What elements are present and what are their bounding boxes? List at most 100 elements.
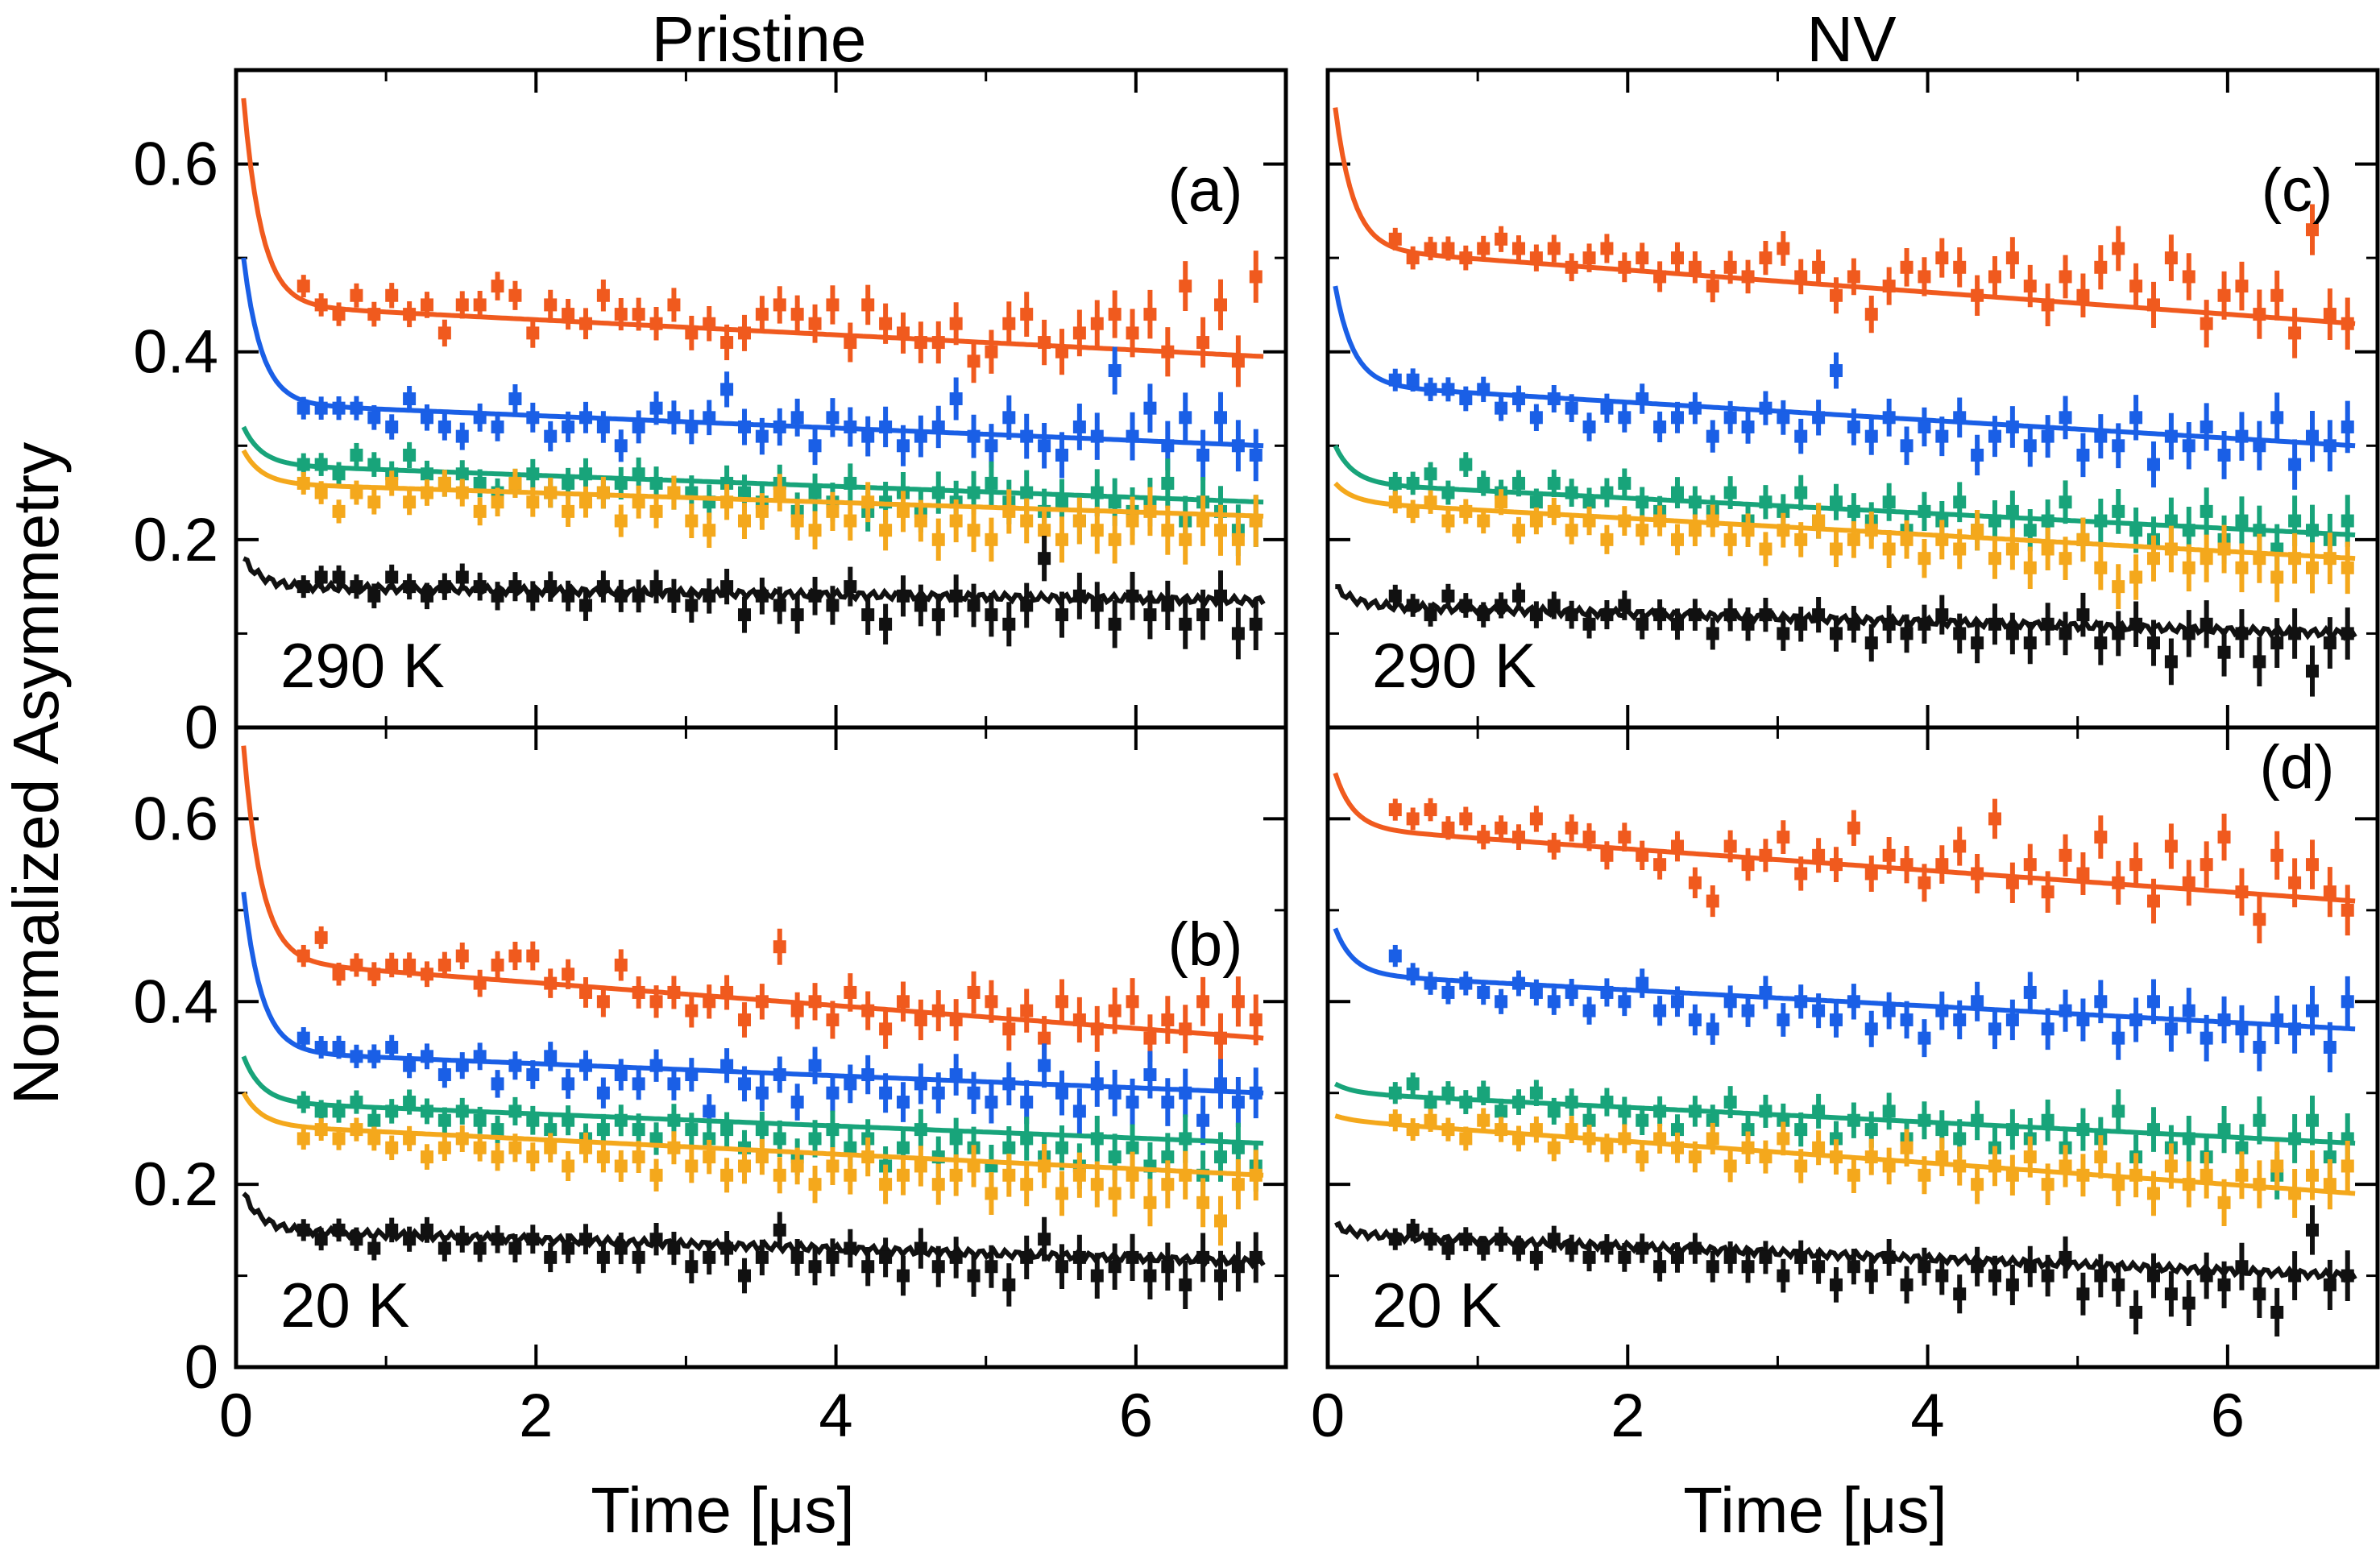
panel-a-point-orange-red [773,286,786,324]
panel-c-point-orange-red [1864,295,1878,334]
panel-b-point-yellow [755,1138,769,1175]
panel-a-point-orange-red [844,322,857,363]
panel-d-point-orange-red [1741,847,1755,881]
panel-c-point-yellow [2094,545,2108,591]
panel-d-point-black [2270,1287,2284,1337]
panel-c-point-orange-red [1935,238,1949,278]
panel-c-point-blue [2288,439,2302,490]
panel-a-point-orange-red [596,280,610,312]
panel-c-point-orange-red [2112,226,2125,271]
panel-d-point-black [1847,1249,1860,1285]
panel-d-point-blue [2323,1021,2336,1073]
panel-a-point-yellow [985,517,998,562]
panel-b-point-blue [473,1042,487,1071]
panel-a-point-orange-red [562,299,575,330]
panel-b-ytick-label: 0.6 [133,785,218,853]
panel-b-point-black [455,1225,469,1253]
panel-b-point-blue [508,1051,522,1080]
panel-a-point-black [578,590,592,621]
panel-d-point-black [1971,1246,1984,1287]
panel-b-point-blue [491,1070,504,1098]
panel-a-point-orange-red [790,295,804,334]
panel-b-point-black [403,1226,417,1252]
panel-d-point-black [1935,1256,1949,1295]
panel-a-point-black [649,570,663,603]
panel-b-point-black [720,1231,734,1266]
panel-a-point-orange-red [1161,327,1175,377]
panel-d-point-blue [1953,1000,1967,1040]
panel-b-point-orange-red [473,969,487,997]
panel-a-point-black [1072,572,1086,620]
panel-d-point-green [1812,1093,1826,1129]
panel-a-point-yellow [1179,514,1192,565]
panel-d-point-black [1495,1226,1508,1252]
panel-d-point-orange-red [2112,860,2125,905]
panel-a-point-blue [985,424,998,468]
panel-c-point-orange-red [2253,289,2266,339]
panel-c-point-green [1723,476,1737,510]
column-title-nv: NV [1806,3,1897,75]
panel-b-point-yellow [420,1144,433,1171]
panel-b-temperature: 20 K [280,1270,409,1341]
panel-d-point-orange-red [1653,849,1667,880]
panel-d-point-orange-red [1953,827,1967,866]
panel-c-point-blue [2217,431,2231,479]
panel-a-point-blue [649,391,663,425]
panel-c-point-orange-red [1688,251,1702,284]
panel-b-point-black [703,1240,716,1275]
panel-b-point-yellow [1090,1161,1104,1208]
panel-a-point-black [1108,600,1122,649]
panel-b-point-blue [773,1056,786,1093]
panel-a-point-blue [790,398,804,437]
panel-c-fit-yellow [1333,481,2356,562]
panel-d-point-blue [2023,972,2037,1013]
panel-d-point-green [2041,1099,2055,1142]
panel-c-point-blue [2323,420,2336,472]
panel-b-point-black [562,1233,575,1264]
panel-d-point-blue [1547,988,1561,1015]
panel-a-point-blue [403,385,417,412]
panel-d-point-black [1670,1241,1684,1273]
panel-c-point-blue [1777,400,1790,435]
panel-b-point-orange-red [844,973,857,1012]
panel-d-point-black [2182,1280,2195,1327]
panel-d-point-black [2059,1236,2072,1279]
panel-a-point-blue [1020,413,1034,459]
panel-a-point-green [403,441,417,468]
panel-a-point-yellow [1161,505,1175,555]
panel-d-point-black [1777,1258,1790,1293]
panel-c-point-blue [2305,411,2319,462]
panel-a-point-orange-red [1108,290,1122,338]
panel-c-point-green [2005,491,2019,533]
panel-b-point-black [1038,1216,1051,1262]
panel-d-point-orange-red [1477,824,1491,850]
panel-d-point-yellow [1953,1146,1967,1186]
panel-b-point-yellow [1213,1196,1227,1246]
panel-b-point-yellow [879,1164,893,1204]
panel-d-point-black [2023,1245,2037,1287]
panel-b-point-black [544,1242,558,1273]
panel-d-point-yellow [1670,1132,1684,1163]
panel-b-point-black [473,1234,487,1262]
panel-c-point-blue [2094,414,2108,459]
panel-b-point-blue [949,1054,963,1096]
panel-a-point-black [1126,571,1139,620]
panel-c-series-yellow [1333,481,2356,610]
panel-c-point-blue [1547,384,1561,413]
panel-d-point-yellow [1600,1133,1614,1162]
panel-a-point-green [526,458,540,489]
panel-b-point-blue [578,1050,592,1081]
panel-c-point-blue [1723,400,1737,434]
panel-c-point-orange-red [1388,227,1402,251]
panel-c-point-orange-red [2164,234,2178,282]
panel-d-point-black [1529,1244,1543,1271]
panel-a-point-black [1196,589,1210,640]
panel-b-point-orange-red [985,980,998,1023]
panel-b-point-black [773,1212,786,1249]
panel-c-point-orange-red [2023,264,2037,308]
panel-d-point-orange-red [1829,847,1843,883]
panel-d-point-blue [2129,997,2143,1042]
panel-c-point-black [2182,610,2195,657]
panel-c-point-green [1988,500,2001,542]
panel-d-point-orange-red [2182,860,2195,906]
